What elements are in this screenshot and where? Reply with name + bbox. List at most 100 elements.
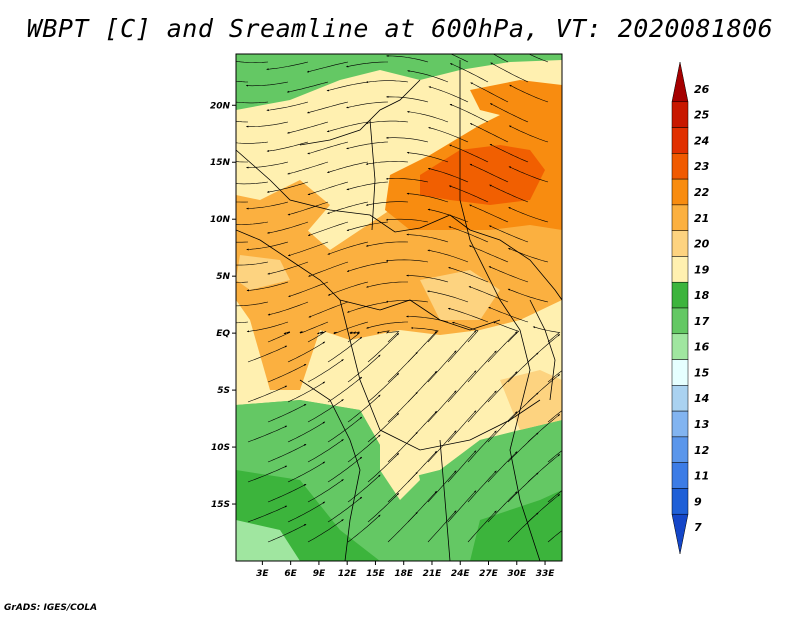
streamline [451, 321, 479, 343]
streamline [528, 54, 549, 63]
streamline [236, 61, 269, 63]
colorbar-label: 11 [694, 470, 709, 483]
streamline [307, 181, 349, 196]
streamline [306, 101, 349, 114]
streamline [492, 54, 509, 63]
streamline [247, 425, 288, 443]
colorbar-label: 9 [694, 495, 702, 508]
streamline [428, 86, 469, 103]
streamline [286, 81, 329, 93]
streamline [327, 376, 363, 403]
lat-tick-label: 20N [210, 101, 231, 111]
streamline [547, 530, 562, 543]
streamline [450, 54, 469, 63]
streamline [236, 201, 249, 203]
streamline [467, 430, 497, 463]
streamline [327, 281, 369, 296]
streamline [447, 370, 477, 403]
colorbar-swatch [671, 307, 689, 335]
streamlines [236, 54, 562, 543]
streamline [327, 336, 363, 363]
streamline [487, 371, 518, 403]
streamline [287, 341, 326, 363]
streamline [266, 181, 309, 193]
lon-tick-label: 12E [338, 569, 358, 579]
colorbar-label: 12 [694, 444, 710, 457]
lon-axis: 3E 6E 9E 12E 15E 18E 21E 24E 27E 30E 33E [256, 561, 555, 579]
streamline [410, 327, 439, 343]
streamline [347, 331, 360, 343]
streamline [345, 61, 388, 68]
streamline [266, 101, 309, 112]
streamline [488, 307, 529, 323]
streamline [236, 261, 269, 266]
streamline [307, 439, 344, 463]
colorbar-swatch [671, 281, 689, 309]
colorbar-swatch [671, 101, 689, 128]
streamline [447, 330, 477, 363]
lon-tick-label: 24E [451, 569, 471, 579]
streamline [386, 95, 429, 103]
colorbar-label: 19 [694, 263, 710, 276]
lat-tick-label: EQ [216, 329, 230, 339]
streamline [469, 163, 509, 183]
footer-credit: GrADS: IGES/COLA [4, 603, 98, 613]
streamline [468, 286, 509, 303]
colorbar-swatch [671, 436, 689, 463]
streamline [547, 410, 562, 423]
map-frame [235, 53, 563, 562]
streamline [507, 247, 549, 263]
streamline [287, 381, 326, 403]
colorbar-swatch [671, 153, 689, 180]
streamline [247, 505, 288, 523]
colorbar-swatch [671, 513, 689, 555]
lon-tick-label: 30E [507, 569, 527, 579]
colorbar-swatch [671, 127, 689, 154]
streamline [387, 431, 418, 463]
lat-tick-label: 10S [211, 443, 230, 453]
streamline [307, 331, 327, 343]
streamline [245, 121, 289, 128]
streamline [346, 141, 389, 150]
streamline [236, 321, 249, 324]
streamline [267, 523, 307, 543]
streamline [490, 62, 529, 83]
streamline [267, 403, 307, 423]
streamline [236, 141, 269, 144]
streamline [307, 519, 344, 543]
colorbar-label: 22 [694, 186, 710, 199]
streamline [307, 221, 349, 236]
streamline [346, 261, 389, 272]
streamline [447, 450, 477, 483]
wbpt-shading [236, 54, 562, 561]
streamline [246, 161, 289, 169]
streamline [470, 82, 509, 103]
streamline [307, 141, 349, 155]
streamline [406, 110, 449, 123]
streamline [428, 127, 469, 143]
streamline [406, 315, 449, 323]
streamline [366, 321, 408, 329]
streamline [427, 290, 469, 303]
streamline [488, 266, 529, 283]
streamline [447, 490, 477, 523]
streamline [376, 330, 400, 343]
streamline [287, 161, 329, 175]
lon-tick-label: 27E [479, 569, 499, 579]
streamline [347, 434, 381, 463]
lon-tick-label: 33E [536, 569, 556, 579]
streamline [267, 363, 307, 383]
streamline [509, 84, 549, 103]
streamline [333, 321, 369, 335]
colorbar-label: 24 [694, 134, 709, 147]
streamline [365, 241, 409, 247]
streamline [385, 177, 429, 183]
streamline [287, 501, 326, 523]
streamline [346, 301, 389, 313]
streamline [447, 410, 477, 443]
streamline [385, 218, 429, 223]
colorbar-label: 26 [694, 83, 710, 96]
streamline [326, 81, 369, 92]
streamline [427, 390, 457, 423]
streamline [307, 479, 344, 503]
